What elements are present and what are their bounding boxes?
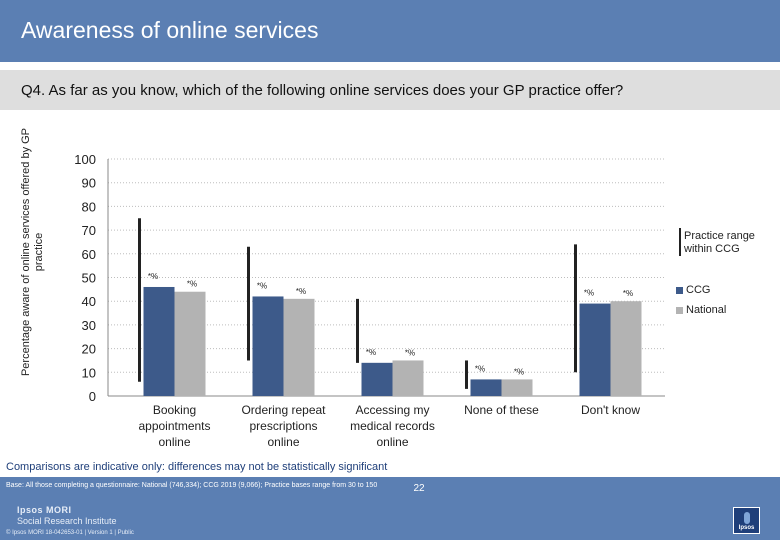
x-category-label-line: Booking xyxy=(153,403,196,417)
data-label: *% xyxy=(475,364,485,373)
bar-ccg xyxy=(579,303,611,396)
legend-range-label: Practice range within CCG xyxy=(684,230,755,255)
data-label: *% xyxy=(257,281,267,290)
x-category-label: None of these xyxy=(464,403,539,417)
x-category-label-line: online xyxy=(267,435,299,449)
x-category-label: Booking appointments online xyxy=(138,403,210,449)
x-category-label: Accessing my medical records online xyxy=(350,403,435,449)
x-category-label-line: Don't know xyxy=(581,403,640,417)
comparison-note: Comparisons are indicative only: differe… xyxy=(6,461,388,473)
legend-ccg-label: CCG xyxy=(686,284,711,296)
data-label: *% xyxy=(623,289,633,298)
bar-ccg xyxy=(252,296,284,396)
data-label: *% xyxy=(405,348,415,357)
legend-item-range: Practice range within CCG xyxy=(684,230,774,256)
y-tick-label: 20 xyxy=(82,342,96,357)
data-label: *% xyxy=(148,272,158,281)
bar-ccg xyxy=(470,379,502,396)
x-category-label-line: prescriptions xyxy=(249,419,317,433)
bar-national xyxy=(283,298,315,396)
y-tick-label: 10 xyxy=(82,365,96,380)
x-category-label-line: online xyxy=(158,435,190,449)
bar-ccg xyxy=(143,286,175,396)
brand-subtitle: Social Research Institute xyxy=(17,516,117,526)
x-category-label: Ordering repeat prescriptions online xyxy=(241,403,326,449)
bar-national xyxy=(174,291,206,396)
legend-range-icon xyxy=(679,228,681,256)
y-tick-label: 0 xyxy=(89,389,96,404)
data-label: *% xyxy=(514,367,524,376)
x-category-label: Don't know xyxy=(581,403,640,417)
logo-mark-icon xyxy=(744,512,750,524)
data-label: *% xyxy=(366,348,376,357)
page-number: 22 xyxy=(413,483,425,494)
y-tick-label: 70 xyxy=(82,223,96,238)
x-category-label-line: Accessing my xyxy=(355,403,429,417)
y-tick-label: 60 xyxy=(82,247,96,262)
y-tick-label: 50 xyxy=(82,271,96,286)
x-category-label-line: None of these xyxy=(464,403,539,417)
legend-swatch-national xyxy=(676,307,683,314)
y-tick-label: 90 xyxy=(82,176,96,191)
x-category-label-line: online xyxy=(376,435,408,449)
question-text: Q4. As far as you know, which of the fol… xyxy=(21,82,624,99)
bar-ccg xyxy=(361,362,393,396)
header-bar: Awareness of online services xyxy=(0,0,780,62)
brand-logo: Ipsos MORI Social Research Institute xyxy=(17,505,117,526)
data-label: *% xyxy=(187,280,197,289)
data-label: *% xyxy=(296,287,306,296)
x-category-label-line: Ordering repeat xyxy=(241,403,326,417)
y-tick-label: 80 xyxy=(82,199,96,214)
y-tick-label: 100 xyxy=(74,152,96,167)
y-tick-label: 40 xyxy=(82,294,96,309)
legend-swatch-ccg xyxy=(676,287,683,294)
brand-name: Ipsos MORI xyxy=(17,505,72,515)
bar-national xyxy=(610,301,642,396)
page-title: Awareness of online services xyxy=(21,17,319,43)
x-category-label-line: medical records xyxy=(350,419,435,433)
bar-national xyxy=(501,379,533,396)
question-bar: Q4. As far as you know, which of the fol… xyxy=(0,70,780,110)
footer: Base: All those completing a questionnai… xyxy=(0,477,780,540)
x-category-label-line: appointments xyxy=(138,419,210,433)
bar-chart: 0 10 20 30 40 50 60 70 80 90 100 *% *% Booking appoint… xyxy=(74,152,665,449)
legend-national-label: National xyxy=(686,304,727,316)
y-tick-label: 30 xyxy=(82,318,96,333)
copyright-text: © Ipsos MORI 18-042653-01 | Version 1 | … xyxy=(6,530,134,536)
bar-national xyxy=(392,360,424,396)
base-text: Base: All those completing a questionnai… xyxy=(6,482,378,489)
data-label: *% xyxy=(584,289,594,298)
ipsos-logo-icon: Ipsos xyxy=(733,507,760,534)
